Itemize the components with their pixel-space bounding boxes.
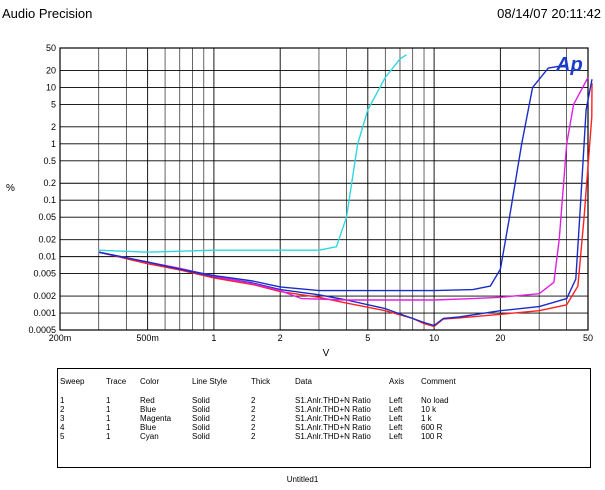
legend-cell: 2 (251, 405, 256, 414)
legend-header: Axis (389, 377, 405, 386)
y-tick-label: 10 (46, 82, 56, 92)
y-tick-label: 50 (46, 43, 56, 53)
x-tick-label: 1 (211, 333, 216, 343)
series-line-5 (98, 54, 407, 253)
legend-cell: Left (389, 405, 403, 414)
y-tick-label: 0.01 (38, 252, 56, 262)
x-tick-label: 20 (495, 333, 505, 343)
x-tick-label: 5 (365, 333, 370, 343)
x-tick-label: 500m (136, 333, 159, 343)
legend-cell: 4 (60, 423, 65, 432)
legend-cell: Left (389, 414, 403, 423)
ap-logo: Ap (555, 54, 583, 76)
legend-cell: Left (389, 432, 403, 441)
legend-cell: 2 (251, 396, 256, 405)
legend-cell: 1 (106, 396, 111, 405)
y-tick-label: 0.05 (38, 212, 56, 222)
legend-cell: 1 k (421, 414, 432, 423)
legend-cell: 2 (60, 405, 65, 414)
legend-header: Thick (251, 377, 271, 386)
legend-row: 5 1 Cyan Solid 2 S1.Anlr.THD+N Ratio Lef… (60, 432, 505, 441)
legend-cell: Solid (192, 432, 210, 441)
y-tick-label: 0.0005 (28, 325, 56, 335)
legend-cell: Solid (192, 414, 210, 423)
legend-cell: S1.Anlr.THD+N Ratio (295, 405, 371, 414)
legend-cell: Blue (140, 423, 157, 432)
legend-cell: 5 (60, 432, 65, 441)
legend-cell: 100 R (421, 432, 443, 441)
legend-row: 3 1 Magenta Solid 2 S1.Anlr.THD+N Ratio … (60, 414, 505, 423)
x-tick-label: 50 (583, 333, 593, 343)
legend-row: 1 1 Red Solid 2 S1.Anlr.THD+N Ratio Left… (60, 396, 505, 405)
x-tick-label: 200m (49, 333, 72, 343)
legend-cell: Solid (192, 396, 210, 405)
y-tick-label: 0.2 (43, 178, 56, 188)
legend-cell: 1 (106, 414, 111, 423)
series-line-2 (98, 79, 593, 327)
y-tick-label: 1 (51, 139, 56, 149)
y-tick-label: 0.005 (33, 269, 56, 279)
legend-cell: S1.Anlr.THD+N Ratio (295, 414, 371, 423)
legend-cell: S1.Anlr.THD+N Ratio (295, 432, 371, 441)
legend-row: 2 1 Blue Solid 2 S1.Anlr.THD+N Ratio Lef… (60, 405, 505, 414)
legend-header: Trace (106, 377, 127, 386)
legend-cell: 1 (106, 432, 111, 441)
plot-frame (59, 47, 589, 331)
x-tick-label: 2 (278, 333, 283, 343)
legend-cell: Solid (192, 423, 210, 432)
legend-cell: 10 k (421, 405, 437, 414)
legend-cell: 3 (60, 414, 65, 423)
legend-cell: 2 (251, 432, 256, 441)
y-tick-label: 0.001 (33, 308, 56, 318)
legend-header: Sweep (60, 377, 85, 386)
legend-cell: Solid (192, 405, 210, 414)
legend-cell: No load (421, 396, 449, 405)
legend-cell: 600 R (421, 423, 443, 432)
legend-cell: 2 (251, 423, 256, 432)
legend-cell: 2 (251, 414, 256, 423)
legend-row: 4 1 Blue Solid 2 S1.Anlr.THD+N Ratio Lef… (60, 423, 505, 432)
legend-cell: Left (389, 396, 403, 405)
y-axis-label: % (6, 183, 15, 194)
x-axis-label: V (323, 348, 330, 359)
legend-header-row: Sweep Trace Color Line Style Thick Data … (60, 377, 505, 396)
legend-cell: 1 (60, 396, 65, 405)
series-line-1 (98, 82, 593, 328)
y-tick-label: 0.002 (33, 291, 56, 301)
y-tick-label: 2 (51, 122, 56, 132)
thd-chart: 200m 500m 1 2 5 10 20 50 50 20 10 5 2 1 0.5 0.2 0.1 0.05 0… (6, 43, 593, 359)
legend-header: Line Style (192, 377, 228, 386)
legend-cell: 1 (106, 423, 111, 432)
app-title: Audio Precision (2, 6, 93, 21)
y-tick-label: 0.1 (43, 195, 56, 205)
legend-header: Data (295, 377, 312, 386)
legend-table: Sweep Trace Color Line Style Thick Data … (57, 368, 591, 468)
legend-cell: Left (389, 423, 403, 432)
legend-cell: Magenta (140, 414, 172, 423)
y-tick-label: 0.5 (43, 156, 56, 166)
legend-header: Comment (421, 377, 456, 386)
y-tick-label: 5 (51, 99, 56, 109)
timestamp: 08/14/07 20:11:42 (497, 6, 601, 21)
legend-cell: Blue (140, 405, 157, 414)
legend-cell: S1.Anlr.THD+N Ratio (295, 423, 371, 432)
legend-cell: S1.Anlr.THD+N Ratio (295, 396, 371, 405)
legend-cell: Cyan (140, 432, 159, 441)
legend-header: Color (140, 377, 160, 386)
legend-cell: 1 (106, 405, 111, 414)
y-tick-label: 0.02 (38, 235, 56, 245)
document-name: Untitled1 (286, 475, 319, 484)
legend-cell: Red (140, 396, 155, 405)
series-line-4 (98, 64, 567, 292)
y-tick-label: 20 (46, 65, 56, 75)
x-tick-label: 10 (429, 333, 439, 343)
